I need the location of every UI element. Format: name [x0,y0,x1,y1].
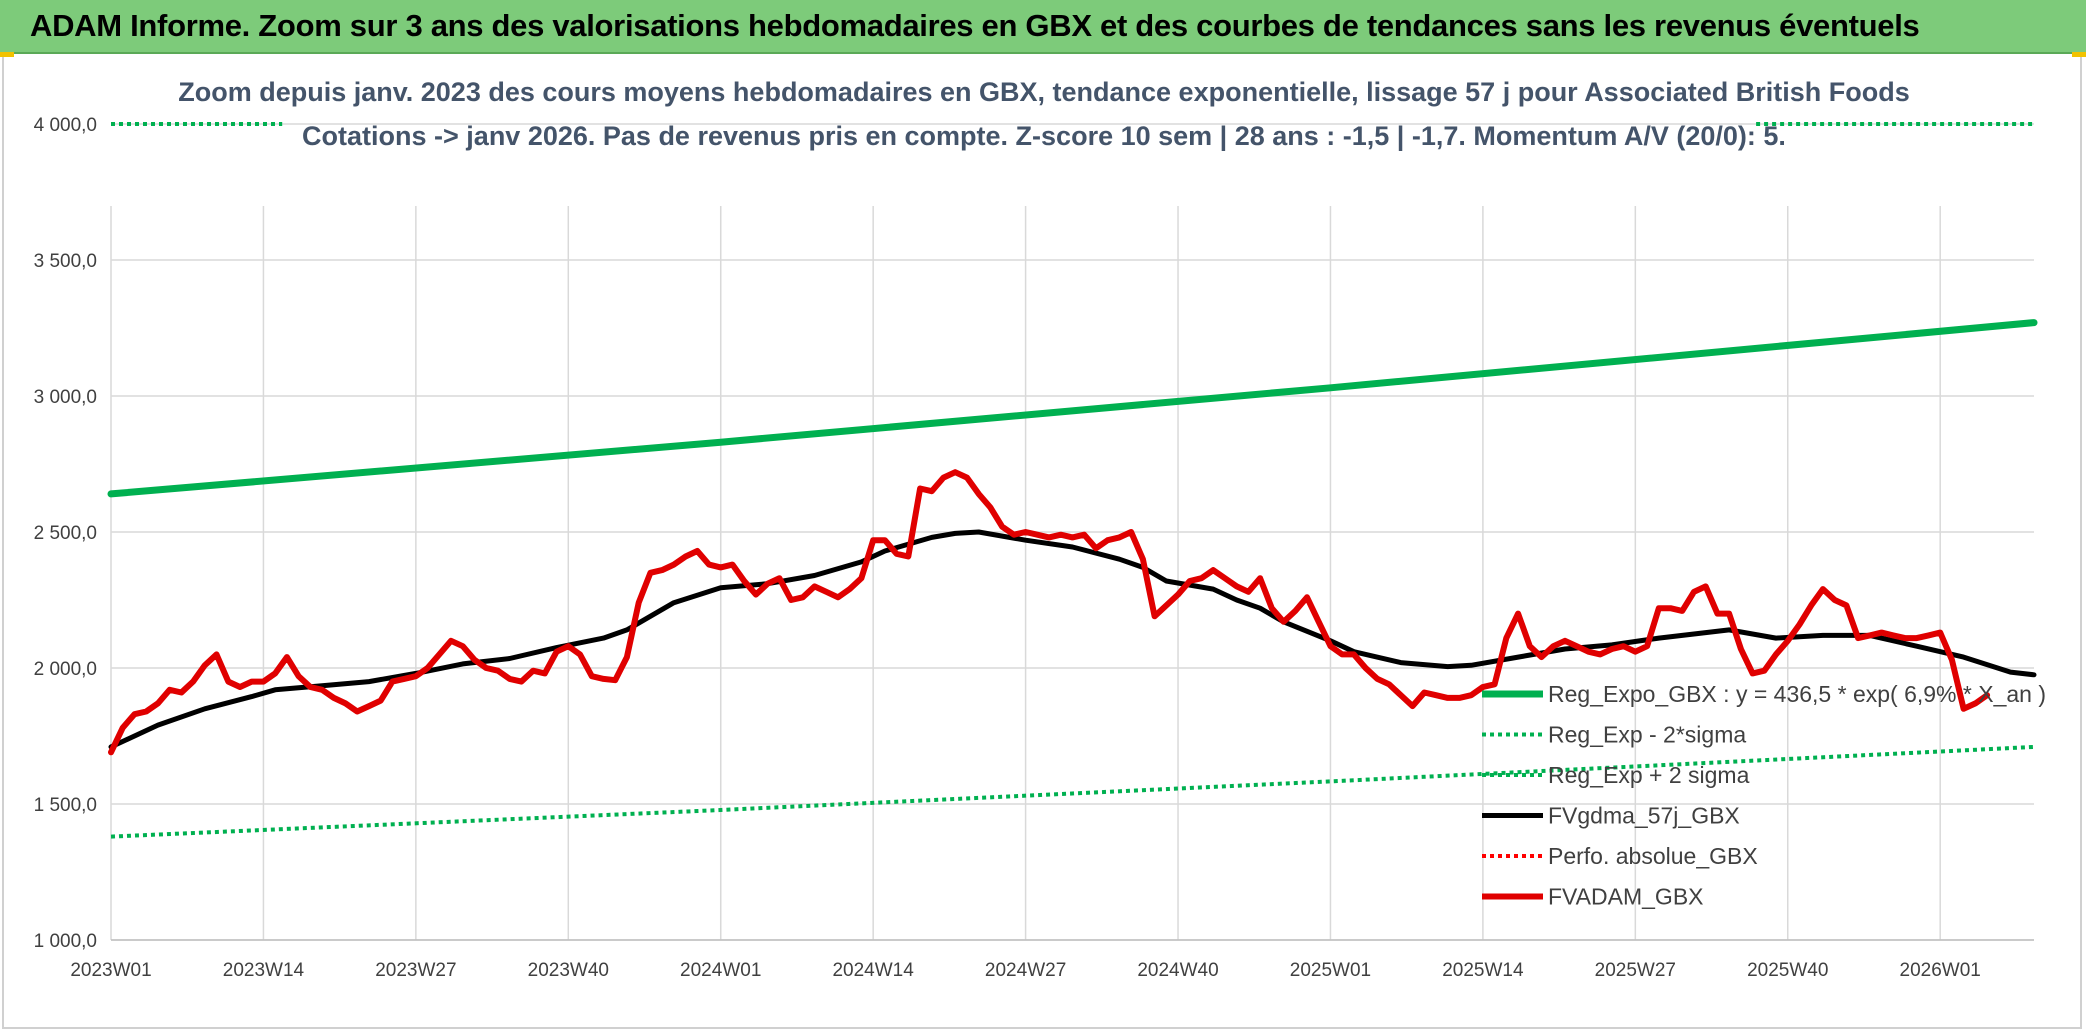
y-tick-label: 4 000,0 [34,115,97,136]
legend-label: FVgdma_57j_GBX [1548,803,1740,829]
x-axis-ticks: 2023W01 2023W14 2023W27 2023W40 2024W01 2024W… [70,960,1981,981]
y-tick-label: 3 500,0 [34,251,97,272]
series-lines [107,122,2038,839]
y-tick-label: 2 500,0 [34,523,97,544]
grid-lines [110,123,2034,941]
y-tick-label: 1 000,0 [34,931,97,952]
report-title: ADAM Informe. Zoom sur 3 ans des valoris… [30,8,1920,43]
legend-label: Reg_Exp - 2*sigma [1548,722,1746,748]
y-tick-label: 2 000,0 [34,659,97,680]
legend-label: Reg_Exp + 2 sigma [1548,762,1750,788]
y-tick-label: 1 500,0 [34,795,97,816]
x-tick-label: 2024W14 [832,960,914,981]
x-tick-label: 2023W27 [375,960,456,981]
y-axis-ticks: 1 000,0 1 500,0 2 000,0 2 500,0 3 000,0 3 500… [34,115,97,952]
legend-label: Perfo. absolue_GBX [1548,843,1758,869]
x-tick-label: 2025W14 [1442,960,1524,981]
chart-title-line2: Cotations -> janv 2026. Pas de revenus p… [302,121,1786,151]
corner-marker-right [2072,52,2086,57]
x-tick-label: 2025W01 [1290,960,1371,981]
legend-label: FVADAM_GBX [1548,884,1704,910]
x-tick-label: 2023W01 [70,960,151,981]
series-fvgdma-57j-line [108,529,2037,750]
report-banner: ADAM Informe. Zoom sur 3 ans des valoris… [0,0,2086,54]
legend: Reg_Expo_GBX : y = 436,5 * exp( 6,9% * X… [1482,681,2046,910]
x-tick-label: 2024W27 [985,960,1066,981]
x-tick-label: 2024W40 [1137,960,1218,981]
y-tick-label: 3 000,0 [34,387,97,408]
series-reg-expo-line [107,319,2038,498]
corner-marker-left [0,52,14,57]
x-tick-label: 2023W14 [223,960,305,981]
series-reg-minus-2sigma-line [110,744,2035,839]
chart-svg: Zoom depuis janv. 2023 des cours moyens … [34,77,2046,981]
x-tick-label: 2024W01 [680,960,761,981]
x-tick-label: 2025W27 [1595,960,1676,981]
x-tick-label: 2026W01 [1900,960,1981,981]
legend-label: Reg_Expo_GBX : y = 436,5 * exp( 6,9% * X… [1548,681,2046,707]
x-tick-label: 2025W40 [1747,960,1828,981]
series-fvadam-line [108,469,1991,756]
chart-title-line1: Zoom depuis janv. 2023 des cours moyens … [178,77,1910,107]
chart-frame: Zoom depuis janv. 2023 des cours moyens … [2,54,2082,1029]
x-tick-label: 2023W40 [528,960,609,981]
